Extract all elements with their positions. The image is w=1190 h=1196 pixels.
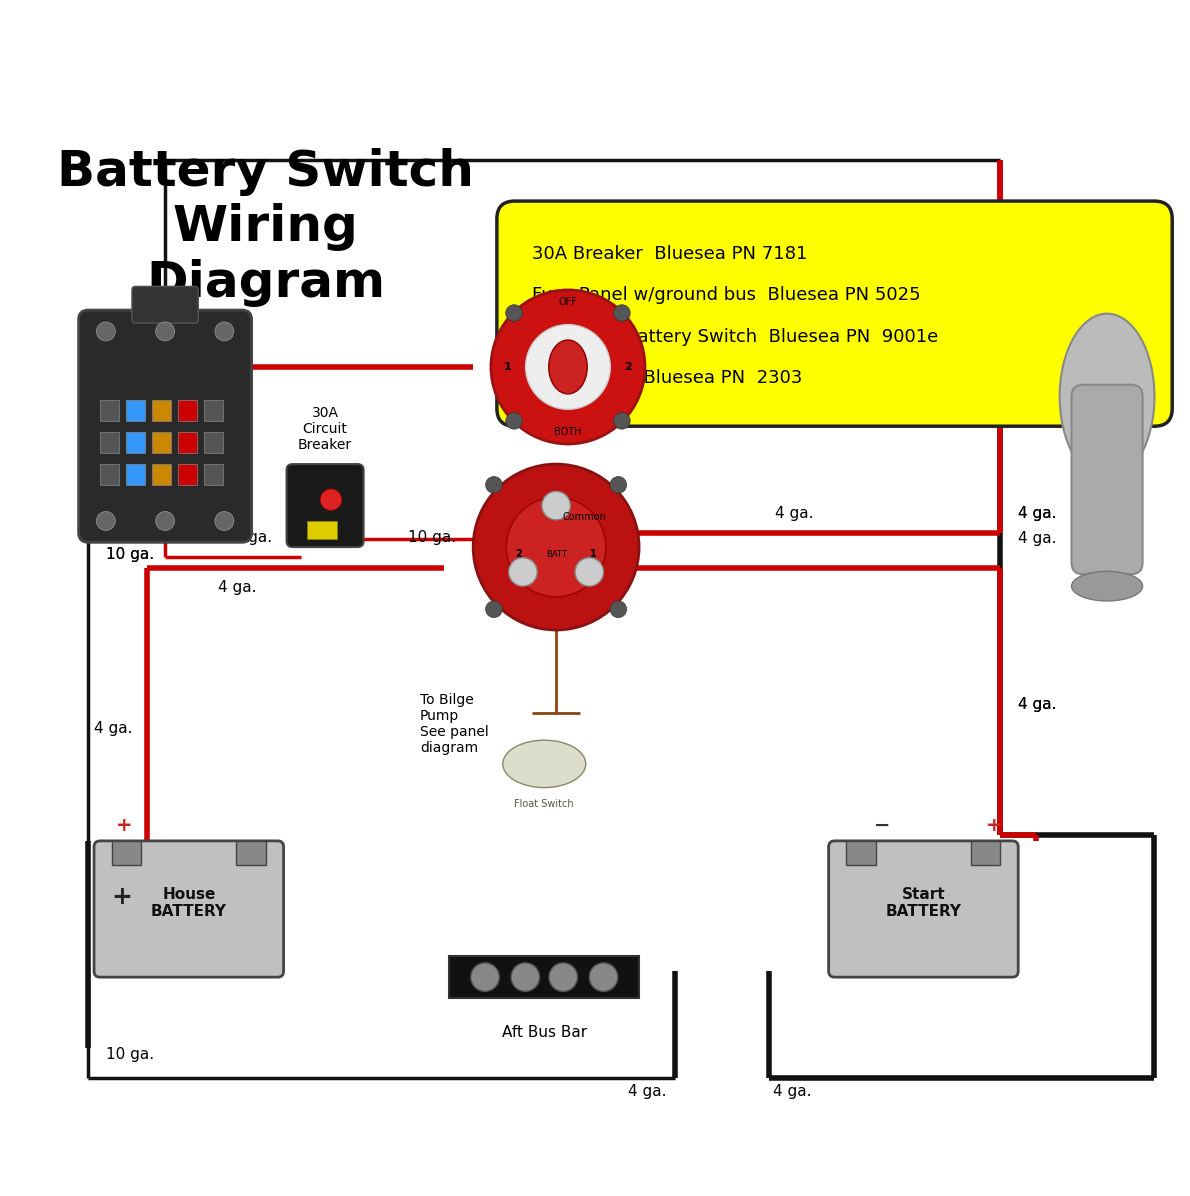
Circle shape bbox=[491, 289, 645, 444]
Text: −: − bbox=[873, 816, 890, 835]
Circle shape bbox=[614, 413, 631, 429]
Ellipse shape bbox=[549, 340, 587, 393]
FancyBboxPatch shape bbox=[94, 841, 283, 977]
Circle shape bbox=[610, 476, 627, 493]
Text: 2: 2 bbox=[515, 549, 522, 560]
Bar bbox=[205, 401, 224, 421]
FancyBboxPatch shape bbox=[287, 464, 364, 547]
Circle shape bbox=[215, 512, 234, 531]
Text: Float Switch: Float Switch bbox=[514, 799, 574, 810]
Text: 30A
Circuit
Breaker: 30A Circuit Breaker bbox=[298, 405, 352, 452]
Circle shape bbox=[506, 305, 522, 322]
Ellipse shape bbox=[1059, 313, 1154, 480]
Text: 30A Breaker  Bluesea PN 7181: 30A Breaker Bluesea PN 7181 bbox=[532, 245, 808, 263]
FancyBboxPatch shape bbox=[497, 201, 1172, 426]
Text: +: + bbox=[987, 816, 1003, 835]
Circle shape bbox=[96, 512, 115, 531]
Text: BATT: BATT bbox=[546, 550, 566, 560]
Circle shape bbox=[614, 305, 631, 322]
Bar bbox=[307, 521, 337, 538]
Text: 4 ga.: 4 ga. bbox=[774, 1084, 812, 1099]
Bar bbox=[971, 841, 1001, 865]
Bar bbox=[236, 841, 265, 865]
Circle shape bbox=[486, 476, 502, 493]
Circle shape bbox=[156, 512, 175, 531]
Text: 4 ga.: 4 ga. bbox=[628, 1084, 666, 1099]
Bar bbox=[205, 464, 224, 486]
Text: Start
BATTERY: Start BATTERY bbox=[885, 886, 962, 919]
Text: 10 ga.: 10 ga. bbox=[106, 548, 154, 562]
Text: 10 ga.: 10 ga. bbox=[106, 1048, 154, 1062]
Bar bbox=[126, 464, 145, 486]
Bar bbox=[178, 432, 198, 453]
Circle shape bbox=[507, 498, 606, 597]
Circle shape bbox=[215, 322, 234, 341]
Text: Fuse Panel w/ground bus  Bluesea PN 5025: Fuse Panel w/ground bus Bluesea PN 5025 bbox=[532, 286, 921, 305]
Circle shape bbox=[156, 322, 175, 341]
Text: 4 Position Battery Switch  Bluesea PN  9001e: 4 Position Battery Switch Bluesea PN 900… bbox=[532, 328, 939, 346]
Ellipse shape bbox=[503, 740, 585, 788]
Circle shape bbox=[96, 322, 115, 341]
Circle shape bbox=[320, 489, 342, 511]
Bar bbox=[152, 401, 171, 421]
FancyBboxPatch shape bbox=[79, 310, 251, 542]
Text: 4 ga.: 4 ga. bbox=[1019, 697, 1057, 712]
Bar bbox=[100, 432, 119, 453]
Text: House
BATTERY: House BATTERY bbox=[151, 886, 227, 919]
FancyBboxPatch shape bbox=[1071, 385, 1142, 574]
Circle shape bbox=[610, 600, 627, 617]
Bar bbox=[126, 401, 145, 421]
Text: 1: 1 bbox=[590, 549, 597, 560]
Text: BOTH: BOTH bbox=[555, 427, 582, 437]
Text: Aft Bus Bar  Bluesea PN  2303: Aft Bus Bar Bluesea PN 2303 bbox=[532, 370, 803, 388]
Text: 4 ga.: 4 ga. bbox=[94, 721, 132, 736]
Circle shape bbox=[541, 492, 570, 520]
Bar bbox=[152, 432, 171, 453]
Text: 1: 1 bbox=[505, 362, 512, 372]
Bar bbox=[178, 464, 198, 486]
Text: Battery Switch
Wiring
Diagram: Battery Switch Wiring Diagram bbox=[57, 148, 475, 307]
Circle shape bbox=[508, 557, 537, 586]
Text: 4 ga.: 4 ga. bbox=[1019, 531, 1057, 547]
Text: +: + bbox=[115, 816, 132, 835]
Circle shape bbox=[526, 324, 610, 409]
FancyBboxPatch shape bbox=[132, 286, 199, 323]
Bar bbox=[152, 464, 171, 486]
Text: 4 ga.: 4 ga. bbox=[1019, 506, 1057, 521]
Text: 4 ga.: 4 ga. bbox=[219, 580, 257, 596]
Circle shape bbox=[486, 600, 502, 617]
Circle shape bbox=[511, 963, 539, 991]
Text: 10 ga.: 10 ga. bbox=[408, 530, 456, 544]
Bar bbox=[450, 957, 639, 997]
Ellipse shape bbox=[1071, 572, 1142, 600]
Text: OFF: OFF bbox=[558, 297, 577, 307]
Text: 10 ga.: 10 ga. bbox=[225, 530, 273, 544]
Bar bbox=[846, 841, 876, 865]
Bar bbox=[126, 432, 145, 453]
Circle shape bbox=[575, 557, 603, 586]
Bar bbox=[100, 464, 119, 486]
Text: Common: Common bbox=[562, 512, 606, 523]
Text: 4 ga.: 4 ga. bbox=[1019, 697, 1057, 712]
Circle shape bbox=[549, 963, 577, 991]
Text: 2: 2 bbox=[625, 362, 632, 372]
Bar bbox=[100, 401, 119, 421]
Circle shape bbox=[474, 464, 639, 630]
Text: Aft Bus Bar: Aft Bus Bar bbox=[502, 1025, 587, 1039]
Text: 4 ga.: 4 ga. bbox=[1019, 506, 1057, 521]
Circle shape bbox=[506, 413, 522, 429]
Circle shape bbox=[589, 963, 618, 991]
Text: +: + bbox=[112, 885, 132, 909]
Bar bbox=[178, 401, 198, 421]
Bar bbox=[112, 841, 142, 865]
Circle shape bbox=[471, 963, 500, 991]
Text: 10 ga.: 10 ga. bbox=[106, 548, 154, 562]
FancyBboxPatch shape bbox=[828, 841, 1019, 977]
Text: To Bilge
Pump
See panel
diagram: To Bilge Pump See panel diagram bbox=[420, 692, 489, 756]
Text: 4 ga.: 4 ga. bbox=[776, 506, 814, 521]
Bar bbox=[205, 432, 224, 453]
